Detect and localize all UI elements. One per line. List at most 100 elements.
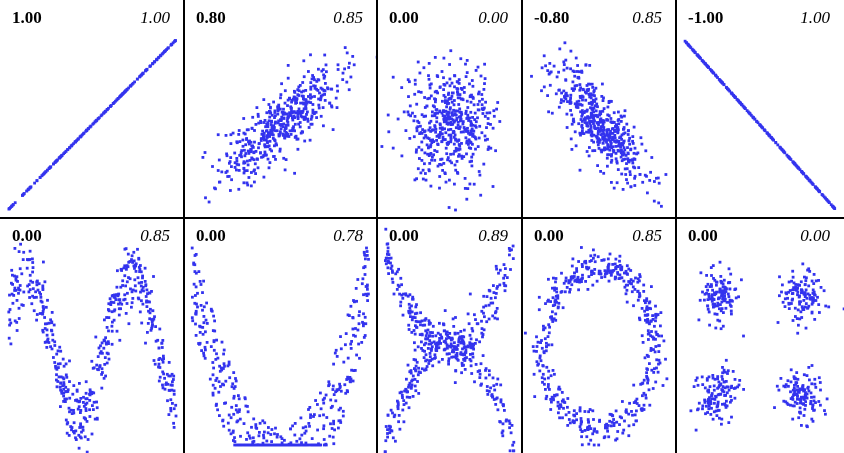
- data-point: [796, 165, 800, 169]
- data-point: [431, 364, 435, 368]
- data-point: [440, 127, 444, 131]
- data-point: [293, 422, 297, 425]
- data-point: [734, 287, 738, 291]
- data-point: [478, 376, 482, 379]
- data-point: [267, 135, 271, 138]
- data-point: [260, 155, 263, 159]
- data-point: [659, 311, 663, 314]
- data-point: [451, 348, 455, 352]
- data-point: [303, 139, 307, 143]
- data-point: [456, 124, 460, 127]
- data-point: [435, 74, 439, 77]
- data-point: [433, 149, 437, 152]
- data-point: [595, 102, 599, 106]
- data-point: [587, 154, 591, 158]
- data-point: [82, 401, 85, 404]
- data-point: [306, 119, 310, 123]
- data-point: [570, 122, 574, 126]
- data-point: [281, 132, 285, 136]
- data-point: [465, 139, 469, 143]
- data-point: [420, 333, 424, 337]
- data-point: [607, 128, 611, 131]
- data-point: [508, 253, 511, 257]
- data-point: [570, 264, 574, 268]
- data-point: [397, 267, 400, 271]
- data-point: [824, 412, 827, 416]
- data-point: [331, 388, 335, 391]
- data-point: [622, 141, 625, 145]
- data-point: [237, 443, 241, 447]
- data-point: [137, 265, 141, 269]
- data-point: [617, 277, 621, 280]
- data-point: [148, 317, 152, 321]
- data-point: [591, 93, 595, 97]
- data-point: [579, 96, 582, 100]
- data-point: [427, 319, 431, 323]
- data-point: [147, 291, 151, 295]
- data-point: [471, 355, 475, 359]
- data-point: [252, 150, 255, 154]
- data-point: [27, 283, 31, 286]
- data-point: [201, 156, 205, 159]
- data-point: [334, 399, 338, 403]
- data-point: [620, 133, 624, 137]
- data-point: [254, 172, 257, 175]
- data-point: [492, 398, 496, 401]
- data-point: [543, 326, 547, 330]
- data-point: [154, 325, 157, 328]
- data-point: [352, 333, 355, 337]
- data-point: [655, 176, 658, 180]
- data-point: [216, 408, 219, 412]
- data-point: [645, 376, 649, 380]
- data-point: [588, 122, 592, 125]
- data-point: [427, 322, 431, 326]
- data-point: [501, 422, 505, 426]
- data-point: [425, 104, 429, 108]
- data-point: [267, 166, 271, 170]
- data-point: [211, 373, 215, 377]
- data-point: [625, 264, 629, 268]
- data-point: [477, 136, 481, 140]
- data-point: [778, 294, 781, 298]
- data-point: [8, 318, 12, 322]
- data-point: [511, 244, 515, 248]
- data-point: [662, 339, 666, 343]
- data-point: [344, 343, 347, 347]
- data-point: [407, 328, 411, 331]
- data-point: [408, 293, 412, 297]
- data-point: [465, 99, 469, 103]
- data-point: [612, 136, 615, 140]
- data-point: [474, 342, 477, 345]
- data-point: [308, 138, 312, 142]
- data-point: [11, 273, 14, 277]
- data-point: [49, 345, 52, 349]
- data-point: [815, 186, 818, 190]
- data-point: [470, 128, 474, 132]
- data-point: [462, 126, 466, 129]
- data-point: [540, 339, 543, 342]
- data-point: [21, 194, 24, 197]
- data-point: [588, 95, 592, 99]
- data-point: [627, 129, 630, 132]
- data-point: [703, 386, 707, 390]
- data-point: [415, 311, 419, 315]
- data-point: [134, 262, 138, 266]
- data-point: [601, 137, 605, 141]
- data-point: [82, 131, 86, 135]
- data-point: [445, 102, 449, 106]
- data-point: [620, 149, 623, 152]
- data-point: [406, 363, 410, 367]
- data-point: [631, 142, 635, 145]
- data-point: [546, 385, 550, 389]
- data-point: [408, 381, 412, 385]
- data-point: [138, 310, 142, 314]
- data-point: [542, 327, 546, 331]
- data-point: [590, 273, 593, 276]
- data-point: [429, 349, 433, 352]
- data-point: [360, 282, 364, 286]
- data-point: [299, 416, 303, 420]
- data-point: [591, 114, 595, 117]
- data-point: [657, 201, 661, 205]
- data-point: [300, 115, 304, 119]
- data-point: [151, 309, 155, 313]
